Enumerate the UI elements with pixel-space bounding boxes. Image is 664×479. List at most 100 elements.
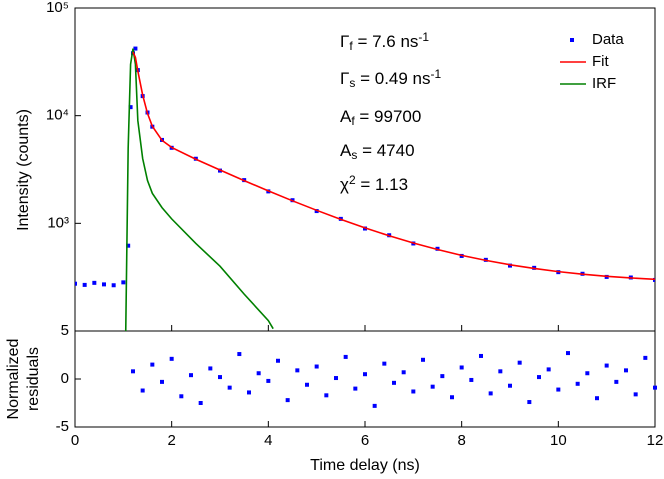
annotation-text: A [340, 141, 352, 160]
annotation-text: = 0.49 ns [355, 69, 430, 88]
x-tick-label: 8 [457, 432, 465, 449]
residual-point [614, 379, 619, 384]
residual-point [150, 362, 155, 367]
residual-point [469, 377, 474, 382]
annotation: As = 4740 [340, 141, 415, 161]
y-tick-label: 10⁵ [46, 0, 69, 16]
residual-point [237, 352, 242, 357]
annotation: Af = 99700 [340, 107, 421, 127]
annotation-text: = 1.13 [356, 175, 408, 194]
legend-marker [570, 38, 574, 42]
residual-point [421, 357, 425, 362]
y-tick-label: 0 [61, 370, 69, 387]
data-point [121, 280, 126, 285]
residual-point [256, 371, 261, 376]
legend-label: Data [592, 31, 624, 48]
residual-point [189, 373, 193, 378]
annotation-text: Γ [340, 32, 349, 51]
residual-point [353, 386, 358, 391]
data-point [128, 105, 133, 110]
residual-point [227, 385, 232, 390]
y-tick-label: -5 [56, 418, 69, 435]
line [124, 48, 274, 331]
residual-point [392, 380, 396, 385]
line [132, 51, 655, 281]
y-axis-label: residuals [25, 347, 42, 411]
data-point [102, 282, 106, 287]
data-point [133, 46, 138, 51]
annotation-sup: -1 [418, 30, 429, 44]
y-axis-label: Intensity (counts) [15, 109, 32, 231]
legend-label: IRF [592, 75, 616, 92]
residual-point [401, 370, 406, 375]
residual-point [131, 369, 135, 374]
x-tick-label: 6 [361, 432, 369, 449]
annotation-text: = 4740 [357, 141, 414, 160]
data-point [92, 280, 97, 285]
residual-point [459, 365, 464, 370]
residual-point [488, 391, 493, 396]
x-tick-label: 12 [647, 432, 664, 449]
residual-point [498, 369, 503, 374]
annotation-sub: s [351, 148, 357, 162]
residual-point [372, 403, 377, 408]
residual-point [160, 379, 164, 384]
residual-point [585, 371, 590, 376]
residual-point [479, 353, 483, 358]
annotation-text: χ [340, 175, 349, 194]
annotation-sub: f [349, 39, 353, 53]
residual-point [343, 354, 348, 359]
residual-point [575, 381, 580, 386]
residual-point [266, 378, 271, 383]
annotation-sub: s [349, 76, 355, 90]
annotation-sup: 2 [349, 173, 356, 187]
residual-point [527, 400, 532, 405]
residual-point [285, 398, 290, 403]
residual-point [508, 383, 512, 388]
x-tick-label: 10 [550, 432, 567, 449]
annotation: Γf = 7.6 ns-1 [340, 30, 429, 53]
residual-point [169, 356, 174, 361]
residual-point [276, 358, 280, 363]
residual-point [624, 368, 628, 373]
residual-point [517, 360, 522, 365]
residual-point [208, 366, 213, 371]
residual-point [218, 375, 222, 380]
residual-point [643, 355, 648, 360]
residual-point [595, 396, 599, 401]
residual-point [247, 390, 251, 395]
annotation-sup: -1 [431, 67, 442, 81]
bottom-frame [74, 330, 656, 428]
residual-point [295, 368, 300, 373]
annotation: χ2 = 1.13 [340, 173, 408, 195]
x-tick-label: 4 [264, 432, 272, 449]
data-point [75, 281, 77, 286]
data-point [111, 283, 116, 288]
residual-point [140, 388, 145, 393]
y-tick-label: 10⁴ [46, 107, 69, 124]
residual-point [604, 363, 609, 368]
residual-point [450, 395, 454, 400]
residual-point [546, 367, 551, 372]
annotation-text: Γ [340, 69, 349, 88]
residual-point [324, 393, 329, 398]
residual-point [179, 394, 184, 399]
residual-point [556, 387, 561, 392]
x-axis-label: Time delay (ns) [310, 457, 420, 474]
annotation: Γs = 0.49 ns-1 [340, 67, 442, 90]
residual-point [363, 372, 367, 377]
residual-point [430, 384, 435, 389]
residual-point [566, 351, 570, 356]
y-tick-label: 10³ [47, 214, 69, 231]
residual-point [334, 376, 338, 381]
data-point [82, 282, 87, 287]
x-tick-label: 0 [71, 432, 79, 449]
residual-point [314, 364, 319, 369]
top-frame [74, 7, 656, 332]
residual-point [305, 382, 309, 387]
y-tick-label: 5 [61, 322, 69, 339]
annotation-sub: f [351, 114, 355, 128]
legend-label: Fit [592, 53, 609, 70]
x-tick-label: 2 [167, 432, 175, 449]
